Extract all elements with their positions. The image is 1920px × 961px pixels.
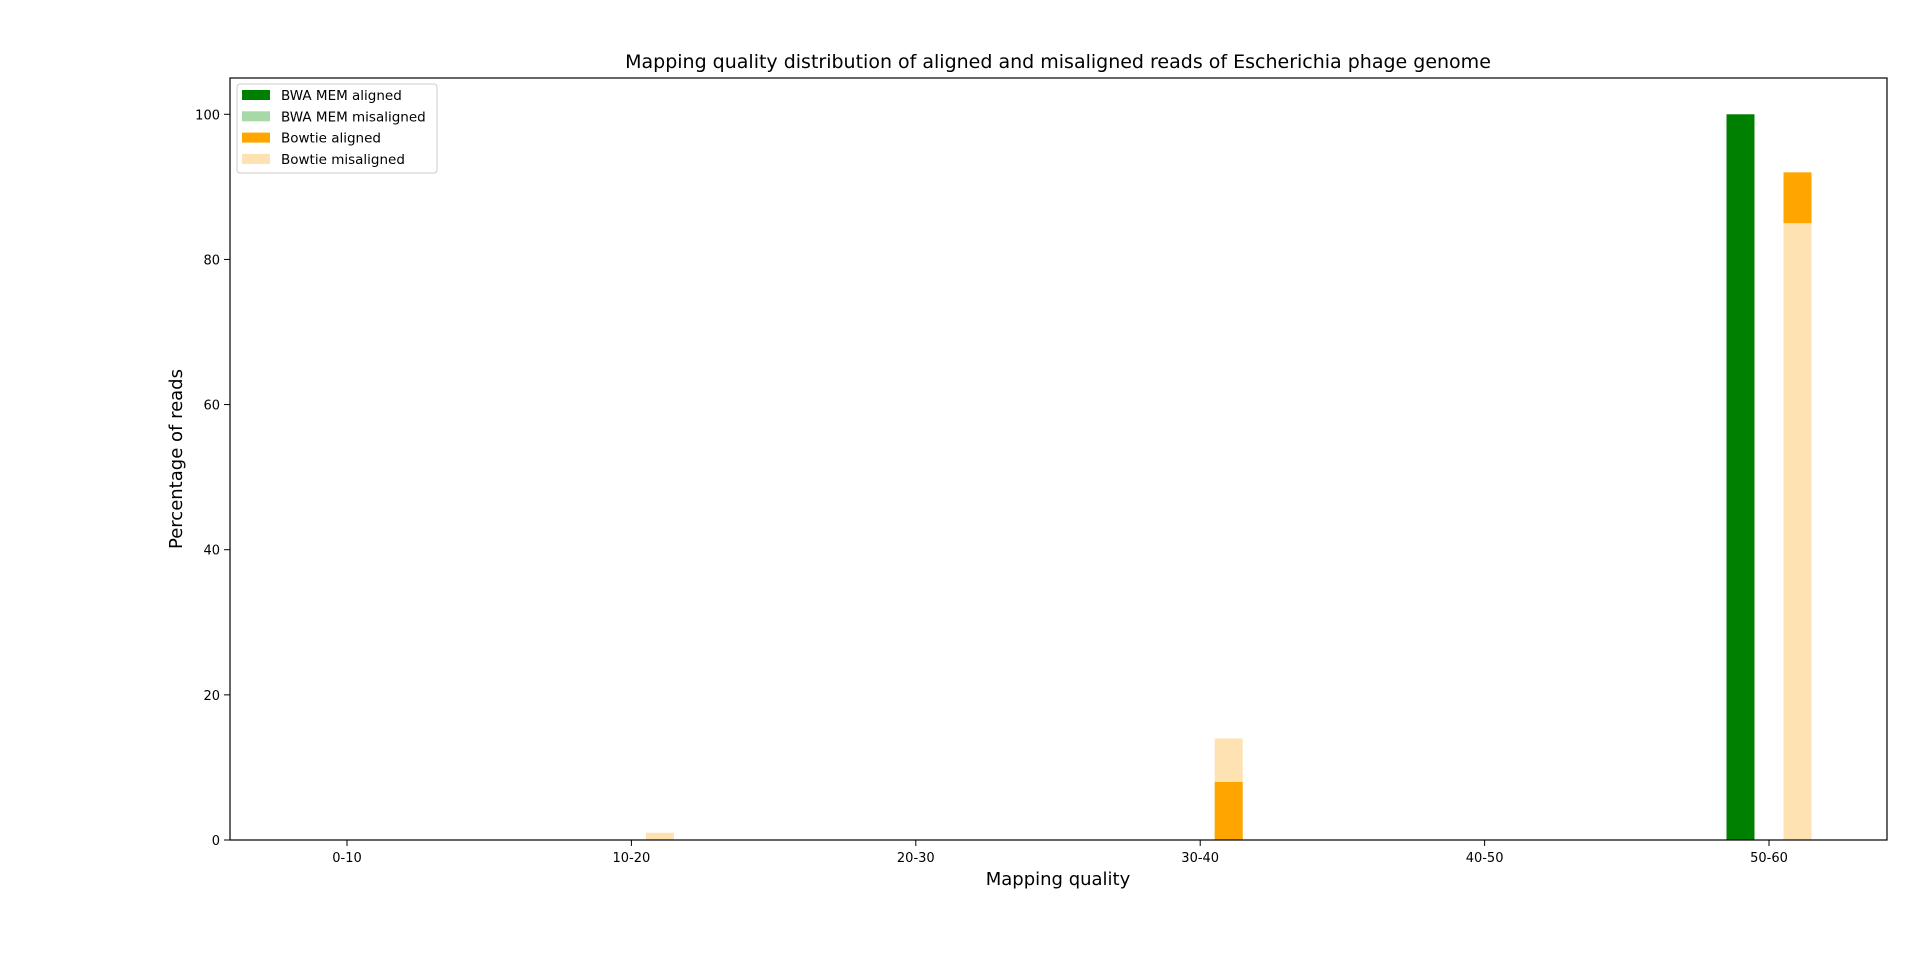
y-tick-label: 60 (203, 399, 220, 414)
legend: BWA MEM aligned BWA MEM misaligned Bowtie … (236, 83, 438, 174)
bar-bowtie-misaligned-50-60 (1783, 223, 1812, 841)
y-tick-label: 100 (195, 108, 220, 123)
legend-box (236, 83, 438, 174)
x-tick-label: 50-60 (1750, 851, 1788, 866)
chart-title: Mapping quality distribution of aligned … (625, 51, 1491, 73)
bar-bowtie-misaligned-10-20 (645, 832, 674, 840)
x-tick-label: 0-10 (332, 851, 362, 866)
y-tick-label: 20 (203, 689, 220, 704)
legend-swatch (242, 153, 270, 164)
bars (645, 114, 1812, 841)
legend-swatch (242, 90, 270, 100)
legend-label: BWA MEM misaligned (281, 109, 426, 125)
plot-frame (229, 77, 1888, 841)
x-tick-label: 40-50 (1466, 851, 1504, 866)
y-axis-label: Percentage of reads (166, 369, 187, 549)
y-tick-label: 40 (203, 544, 220, 559)
y-axis: 0 20 40 60 80 100 (195, 108, 230, 849)
x-axis: 0-10 10-20 20-30 30-40 40-50 50-60 (332, 840, 1788, 866)
x-tick-label: 30-40 (1181, 851, 1219, 866)
x-axis-label: Mapping quality (986, 869, 1131, 890)
legend-label: BWA MEM aligned (281, 88, 402, 104)
bar-bowtie-aligned-30-40 (1214, 781, 1243, 840)
legend-label: Bowtie misaligned (281, 152, 405, 168)
y-tick-label: 0 (212, 834, 220, 849)
y-tick-label: 80 (203, 253, 220, 268)
legend-swatch (242, 111, 270, 122)
x-tick-label: 10-20 (613, 851, 651, 866)
legend-swatch (242, 132, 270, 143)
legend-label: Bowtie aligned (281, 131, 381, 147)
bar-bwa-mem-aligned-50-60 (1726, 114, 1755, 841)
x-tick-label: 20-30 (897, 851, 935, 866)
